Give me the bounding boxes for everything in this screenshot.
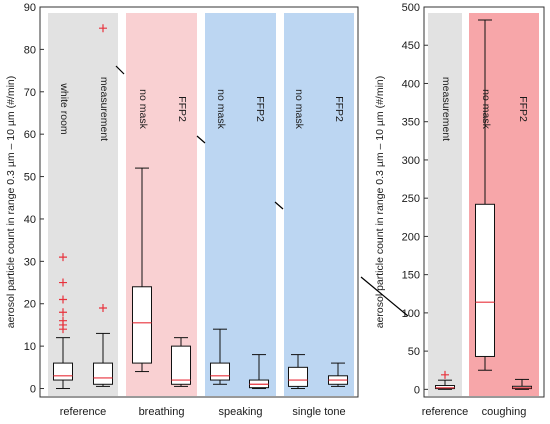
group-label: reference [60, 406, 106, 418]
y-tick-label: 350 [402, 117, 420, 129]
box-plot [132, 167, 152, 373]
outlier-marker [59, 295, 67, 304]
y-tick-label: 80 [24, 44, 36, 56]
condition-label: white room [58, 82, 70, 135]
right-chart-frame [423, 6, 545, 398]
group-label: coughing [482, 406, 527, 418]
y-tick-label: 60 [24, 129, 36, 141]
box-plot [475, 19, 495, 371]
condition-label: no mask [215, 89, 227, 129]
condition-label: measurement [98, 77, 110, 141]
y-tick-label: 50 [24, 172, 36, 184]
y-tick-label: 450 [402, 40, 420, 52]
box-plot [171, 337, 191, 387]
outlier-marker [59, 308, 67, 317]
condition-label: no mask [480, 89, 492, 129]
group-label: reference [422, 406, 468, 418]
y-tick-label: 500 [402, 2, 420, 14]
y-tick-label: 400 [402, 78, 420, 90]
left-chart-boxes [53, 24, 348, 390]
left-chart-condition-labels: white room measurement no mask FFP2 no mask F… [58, 77, 345, 141]
left-chart-group-labels: reference breathing speaking single tone [60, 406, 346, 418]
condition-label: no mask [293, 89, 305, 129]
y-tick-label: 200 [402, 231, 420, 243]
y-tick-label: 90 [24, 2, 36, 14]
box-plot [53, 253, 73, 390]
box-iqr [288, 366, 308, 387]
outlier-marker [441, 370, 449, 379]
left-chart-group-bands [48, 13, 354, 396]
y-tick-label: 150 [402, 270, 420, 282]
group-band [428, 13, 462, 396]
zoom-connector-dash [360, 276, 409, 317]
right-chart-group-labels: reference coughing [422, 406, 527, 418]
box-iqr [93, 362, 113, 385]
left-chart-frame [39, 6, 359, 398]
box-iqr [475, 203, 495, 357]
y-tick-label: 50 [408, 346, 420, 358]
group-band [48, 13, 118, 396]
zoom-connector-dash [196, 135, 206, 144]
left-box-chart: 0 10 20 30 40 50 60 70 80 90 white room measuremen… [5, 2, 359, 418]
y-tick-label: 70 [24, 87, 36, 99]
right-chart-boxes [435, 19, 532, 390]
right-chart-condition-labels: measurement no mask FFP2 [440, 77, 529, 141]
left-chart-y-axis-title: aerosol particle count in range 0.3 µm –… [5, 76, 17, 329]
outlier-marker [59, 278, 67, 287]
group-label: speaking [218, 406, 262, 418]
y-tick-label: 100 [402, 308, 420, 320]
condition-label: FFP2 [254, 96, 266, 122]
box-iqr [171, 345, 191, 385]
box-plot [288, 354, 308, 390]
box-plot [512, 378, 532, 390]
box-plot [249, 354, 269, 390]
outlier-marker [59, 253, 67, 262]
y-tick-label: 0 [414, 384, 420, 396]
box-plot [328, 362, 348, 387]
condition-label: measurement [440, 77, 452, 141]
box-plot [435, 370, 455, 390]
outlier-marker [99, 303, 107, 312]
box-iqr [210, 362, 230, 381]
condition-label: FFP2 [176, 96, 188, 122]
outlier-marker [99, 24, 107, 33]
condition-label: FFP2 [333, 96, 345, 122]
box-plot [93, 24, 113, 387]
condition-label: no mask [137, 89, 149, 129]
group-label: single tone [292, 406, 345, 418]
y-tick-label: 40 [24, 214, 36, 226]
zoom-connector [115, 65, 409, 317]
group-band [205, 13, 276, 396]
y-tick-label: 30 [24, 256, 36, 268]
group-band [284, 13, 354, 396]
left-chart-y-axis: 0 10 20 30 40 50 60 70 80 90 [24, 2, 44, 396]
y-tick-label: 20 [24, 299, 36, 311]
group-label: breathing [139, 406, 185, 418]
y-tick-label: 300 [402, 155, 420, 167]
zoom-connector-dash [115, 65, 125, 75]
y-tick-label: 250 [402, 193, 420, 205]
outlier-marker [59, 316, 67, 325]
right-chart-y-axis-title: aerosol particle count in range 0.3 µm –… [374, 76, 386, 329]
right-box-chart: 0 50 100 150 200 250 300 350 400 450 500 measureme… [374, 2, 545, 418]
box-iqr [435, 385, 455, 390]
box-plot [210, 328, 230, 385]
box-iqr [132, 286, 152, 364]
y-tick-label: 10 [24, 341, 36, 353]
y-tick-label: 0 [30, 384, 36, 396]
condition-label: FFP2 [517, 96, 529, 122]
box-iqr [53, 362, 73, 381]
zoom-connector-dash [274, 201, 284, 210]
